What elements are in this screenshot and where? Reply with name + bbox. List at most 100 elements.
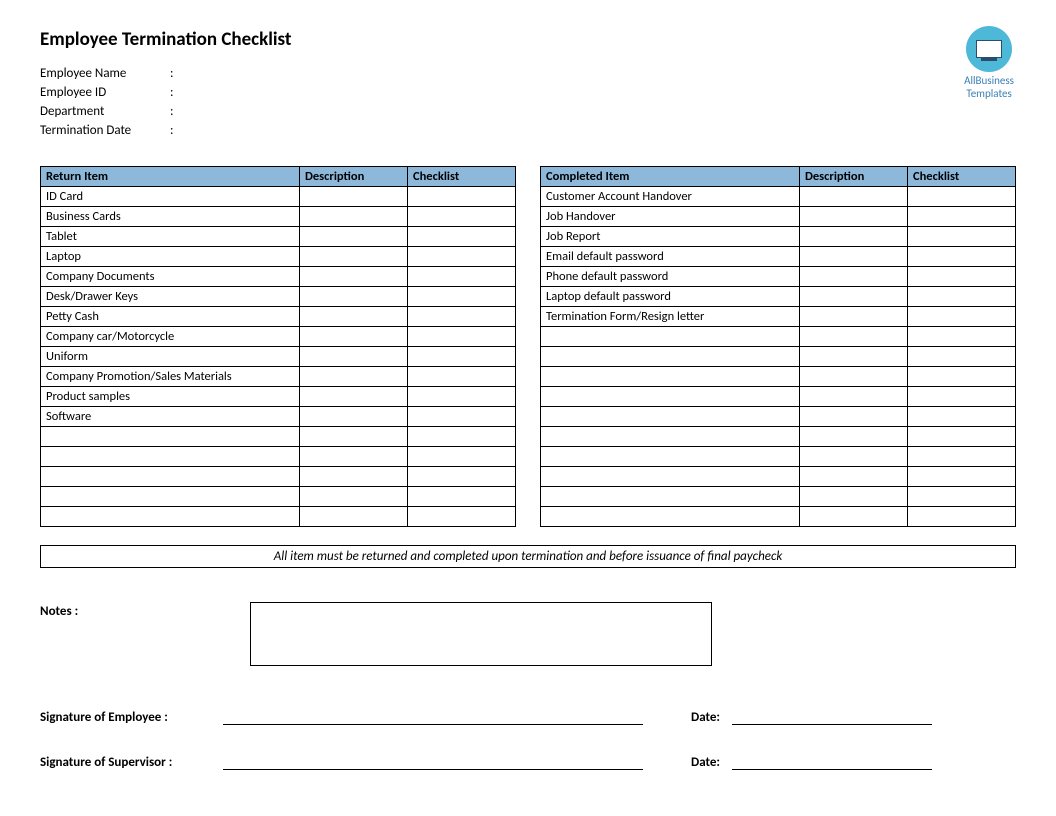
description-cell[interactable] <box>300 427 408 447</box>
description-cell[interactable] <box>800 307 908 327</box>
description-cell[interactable] <box>800 427 908 447</box>
signature-line[interactable] <box>223 706 643 725</box>
description-cell[interactable] <box>800 347 908 367</box>
checklist-cell[interactable] <box>907 267 1015 287</box>
description-cell[interactable] <box>800 227 908 247</box>
checklist-cell[interactable] <box>907 347 1015 367</box>
description-cell[interactable] <box>300 327 408 347</box>
item-cell <box>541 407 800 427</box>
description-cell[interactable] <box>300 407 408 427</box>
description-cell[interactable] <box>800 287 908 307</box>
date-line[interactable] <box>732 706 932 725</box>
description-cell[interactable] <box>300 487 408 507</box>
page-title: Employee Termination Checklist <box>40 28 1016 51</box>
checklist-cell[interactable] <box>907 247 1015 267</box>
checklist-cell[interactable] <box>407 247 515 267</box>
checklist-cell[interactable] <box>907 427 1015 447</box>
table-row <box>541 447 1016 467</box>
checklist-cell[interactable] <box>907 467 1015 487</box>
item-cell: Business Cards <box>41 207 300 227</box>
checklist-cell[interactable] <box>407 507 515 527</box>
checklist-cell[interactable] <box>407 387 515 407</box>
checklist-cell[interactable] <box>907 187 1015 207</box>
description-cell[interactable] <box>800 247 908 267</box>
signature-row: Signature of Supervisor :Date: <box>40 751 1016 770</box>
table-row: Customer Account Handover <box>541 187 1016 207</box>
description-cell[interactable] <box>300 507 408 527</box>
description-cell[interactable] <box>800 327 908 347</box>
checklist-cell[interactable] <box>907 287 1015 307</box>
table-row <box>41 467 516 487</box>
checklist-cell[interactable] <box>407 287 515 307</box>
checklist-cell[interactable] <box>407 267 515 287</box>
date-line[interactable] <box>732 751 932 770</box>
table-row: Termination Form/Resign letter <box>541 307 1016 327</box>
signature-row: Signature of Employee :Date: <box>40 706 1016 725</box>
table-row: Company car/Motorcycle <box>41 327 516 347</box>
description-cell[interactable] <box>800 487 908 507</box>
description-cell[interactable] <box>800 207 908 227</box>
info-colon: : <box>170 84 182 103</box>
checklist-cell[interactable] <box>407 307 515 327</box>
checklist-cell[interactable] <box>907 307 1015 327</box>
checklist-cell[interactable] <box>907 407 1015 427</box>
checklist-cell[interactable] <box>407 427 515 447</box>
brand-logo: AllBusiness Templates <box>964 26 1014 100</box>
description-cell[interactable] <box>300 207 408 227</box>
info-colon: : <box>170 103 182 122</box>
checklist-cell[interactable] <box>907 487 1015 507</box>
table-row: Uniform <box>41 347 516 367</box>
checklist-cell[interactable] <box>907 507 1015 527</box>
description-cell[interactable] <box>800 267 908 287</box>
checklist-cell[interactable] <box>407 487 515 507</box>
table-row: Tablet <box>41 227 516 247</box>
item-cell: Laptop default password <box>541 287 800 307</box>
description-cell[interactable] <box>300 267 408 287</box>
checklist-cell[interactable] <box>407 187 515 207</box>
item-cell <box>541 347 800 367</box>
description-cell[interactable] <box>800 467 908 487</box>
checklist-cell[interactable] <box>407 467 515 487</box>
description-cell[interactable] <box>300 227 408 247</box>
description-cell[interactable] <box>800 387 908 407</box>
checklist-cell[interactable] <box>407 447 515 467</box>
checklist-cell[interactable] <box>907 367 1015 387</box>
table-row: Job Report <box>541 227 1016 247</box>
description-cell[interactable] <box>800 447 908 467</box>
item-cell: Phone default password <box>541 267 800 287</box>
item-cell: Tablet <box>41 227 300 247</box>
notes-label: Notes : <box>40 602 250 619</box>
checklist-cell[interactable] <box>407 407 515 427</box>
checklist-cell[interactable] <box>907 207 1015 227</box>
checklist-cell[interactable] <box>407 347 515 367</box>
checklist-cell[interactable] <box>407 327 515 347</box>
description-cell[interactable] <box>800 367 908 387</box>
description-cell[interactable] <box>300 307 408 327</box>
description-cell[interactable] <box>300 187 408 207</box>
description-cell[interactable] <box>800 507 908 527</box>
info-row: Employee ID: <box>40 84 1016 103</box>
item-cell <box>541 327 800 347</box>
description-cell[interactable] <box>300 467 408 487</box>
checklist-cell[interactable] <box>907 387 1015 407</box>
signature-line[interactable] <box>223 751 643 770</box>
description-cell[interactable] <box>800 407 908 427</box>
description-cell[interactable] <box>300 347 408 367</box>
item-cell: Company Documents <box>41 267 300 287</box>
checklist-cell[interactable] <box>907 447 1015 467</box>
description-cell[interactable] <box>300 367 408 387</box>
checklist-cell[interactable] <box>907 227 1015 247</box>
checklist-cell[interactable] <box>407 207 515 227</box>
description-cell[interactable] <box>800 187 908 207</box>
description-cell[interactable] <box>300 387 408 407</box>
notes-box[interactable] <box>250 602 712 666</box>
table-row <box>41 487 516 507</box>
checklist-cell[interactable] <box>407 227 515 247</box>
checklist-cell[interactable] <box>907 327 1015 347</box>
item-cell <box>41 427 300 447</box>
description-cell[interactable] <box>300 447 408 467</box>
description-cell[interactable] <box>300 287 408 307</box>
description-cell[interactable] <box>300 247 408 267</box>
item-cell <box>541 447 800 467</box>
checklist-cell[interactable] <box>407 367 515 387</box>
